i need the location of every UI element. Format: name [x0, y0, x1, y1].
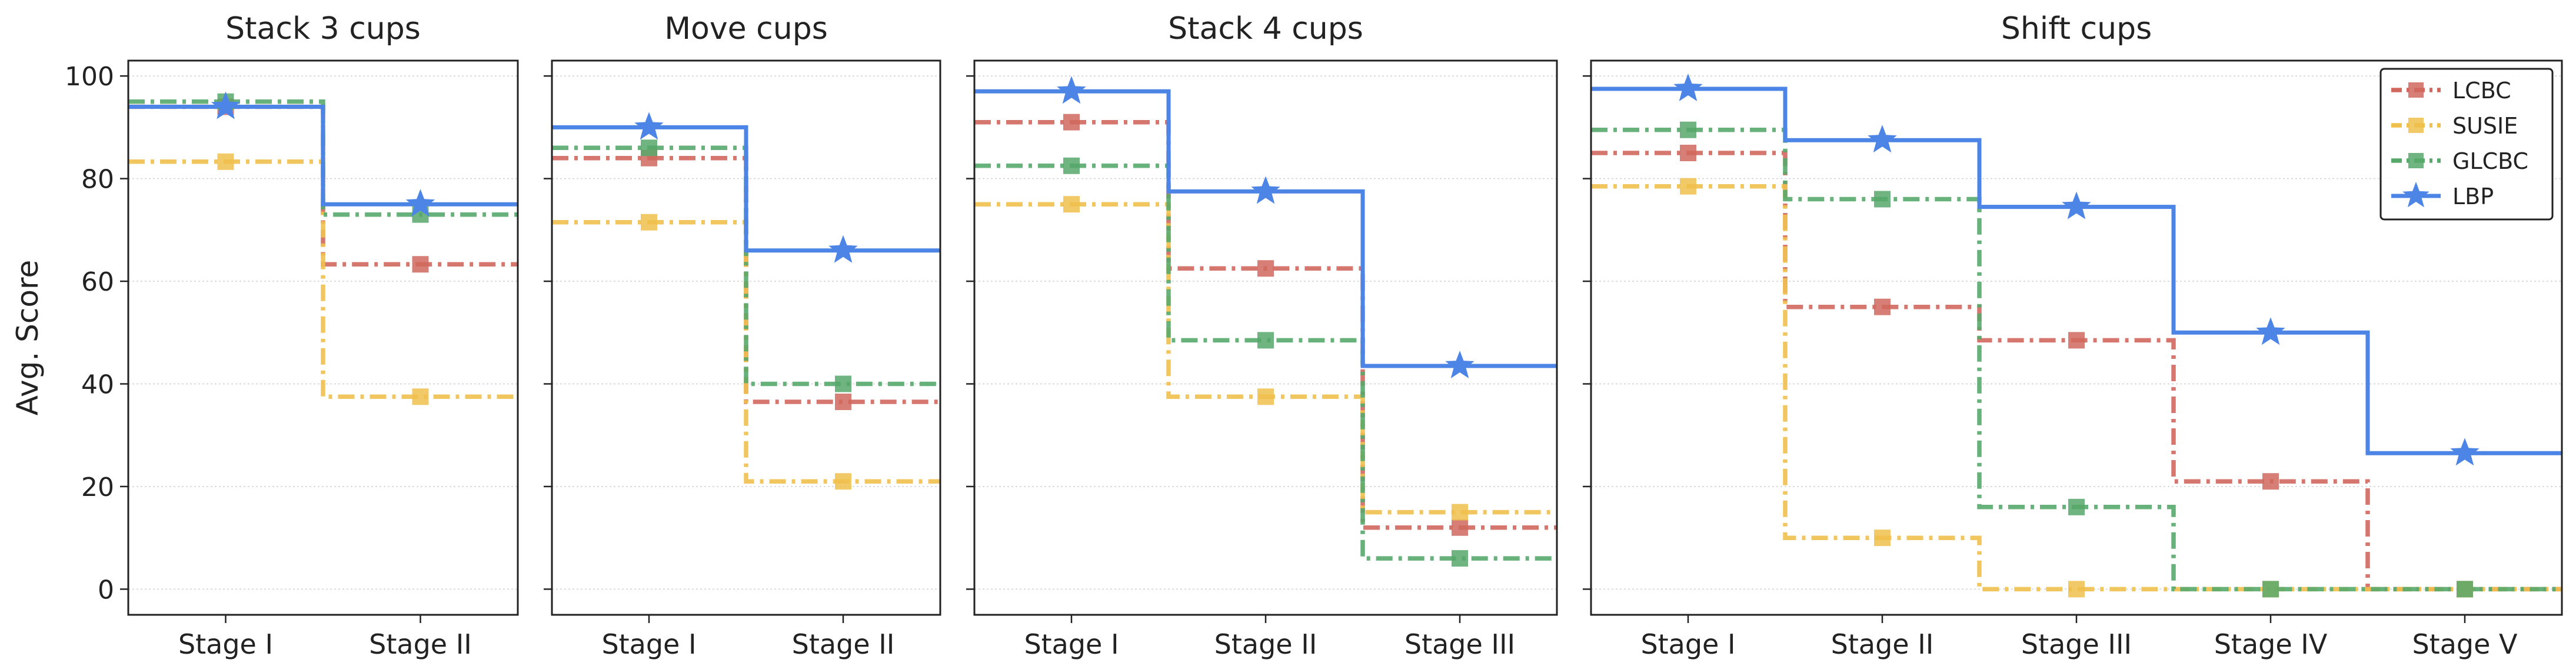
- data-point-lbp: [1251, 176, 1280, 204]
- y-tick-label: 60: [81, 267, 114, 297]
- data-point-lcbc: [1874, 298, 1891, 315]
- data-point-susie: [1452, 504, 1468, 521]
- data-point-susie: [1874, 530, 1891, 547]
- marker-group: [211, 91, 435, 405]
- series-line-susie: [974, 202, 1557, 515]
- data-point-glcbc: [2068, 498, 2085, 515]
- series-line-lbp: [552, 125, 940, 253]
- series-group: [552, 125, 940, 484]
- data-point-susie: [1680, 178, 1696, 195]
- x-tick-label: Stage IV: [2214, 628, 2328, 660]
- data-point-lcbc: [1063, 114, 1080, 131]
- data-point-lbp: [828, 235, 858, 263]
- legend-square-icon: [2408, 153, 2424, 168]
- legend-star-icon: [2402, 182, 2429, 208]
- data-point-lcbc: [2068, 332, 2085, 349]
- x-tick-label: Stage I: [1640, 628, 1735, 660]
- x-tick-label: Stage II: [792, 628, 895, 660]
- legend-label-lbp: LBP: [2452, 184, 2494, 209]
- x-tick-label: Stage V: [2412, 628, 2518, 660]
- panel-title: Move cups: [664, 11, 828, 46]
- marker-group: [634, 112, 858, 490]
- y-axis-label: Avg. Score: [11, 260, 45, 415]
- panel-2: Stage I Stage II Move cups: [544, 11, 941, 660]
- axes-frame: [127, 59, 519, 616]
- marker-group: [1673, 74, 2480, 598]
- data-point-glcbc: [2262, 581, 2279, 598]
- data-point-susie: [412, 388, 429, 405]
- x-tick-label: Stage II: [1831, 628, 1934, 660]
- x-tick-label: Stage I: [601, 628, 696, 660]
- data-point-glcbc: [1874, 191, 1891, 208]
- data-point-glcbc: [1063, 157, 1080, 174]
- series-group: [974, 89, 1557, 561]
- series-line-susie: [552, 220, 940, 484]
- data-point-glcbc: [1680, 121, 1696, 138]
- panel-4: Stage I Stage II Stage III Stage IV Stage V S…: [1583, 11, 2563, 660]
- legend-label-lcbc: LCBC: [2452, 78, 2511, 104]
- y-tick-label: 80: [81, 165, 114, 195]
- panel-title: Shift cups: [2001, 11, 2152, 46]
- data-point-susie: [641, 214, 657, 231]
- data-point-lcbc: [2262, 473, 2279, 490]
- axes-frame: [551, 59, 941, 616]
- series-line-lbp: [974, 89, 1557, 368]
- panel-title: Stack 4 cups: [1168, 11, 1363, 46]
- data-point-lcbc: [1452, 519, 1468, 536]
- legend: LCBC SUSIE GLCBC LBP: [2379, 68, 2554, 221]
- x-tick-label: Stage I: [178, 628, 273, 660]
- legend-label-susie: SUSIE: [2452, 113, 2518, 139]
- data-point-glcbc: [2457, 581, 2473, 598]
- data-point-glcbc: [641, 139, 657, 156]
- legend-square-icon: [2408, 82, 2424, 98]
- data-point-lbp: [211, 91, 241, 119]
- x-tick-label: Stage III: [2021, 628, 2132, 660]
- y-tick-label: 20: [81, 472, 114, 502]
- data-point-lbp: [1445, 351, 1475, 378]
- data-point-lbp: [405, 189, 435, 217]
- data-point-susie: [217, 153, 234, 170]
- data-point-susie: [835, 473, 851, 490]
- legend-square-icon: [2408, 118, 2424, 133]
- data-point-lbp: [2256, 317, 2285, 345]
- data-point-lbp: [634, 112, 664, 140]
- series-line-glcbc: [1591, 128, 2562, 592]
- data-point-glcbc: [1452, 550, 1468, 567]
- data-point-lcbc: [1680, 145, 1696, 161]
- legend-label-glcbc: GLCBC: [2452, 148, 2528, 174]
- series-line-susie: [1591, 184, 2562, 592]
- x-tick-label: Stage II: [369, 628, 472, 660]
- y-tick-label: 0: [98, 575, 114, 605]
- data-point-glcbc: [835, 375, 851, 392]
- legend-box: [2379, 68, 2554, 221]
- panel-3: Stage I Stage II Stage III Stack 4 cups: [966, 11, 1558, 660]
- data-point-lbp: [1673, 74, 1703, 101]
- y-tick-label: 40: [81, 370, 114, 400]
- series-line-lbp: [128, 105, 518, 207]
- data-point-lbp: [2450, 438, 2480, 466]
- data-point-susie: [2068, 581, 2085, 598]
- data-point-lbp: [1868, 125, 1897, 153]
- panel-1: 0 20 40 60 80 100 Stage I Stage II Stack 3 cups: [65, 11, 519, 660]
- x-tick-label: Stage III: [1405, 628, 1515, 660]
- marker-group: [1057, 76, 1475, 567]
- series-group: [128, 99, 518, 399]
- data-point-lcbc: [835, 394, 851, 411]
- data-point-lcbc: [412, 256, 429, 273]
- x-tick-label: Stage II: [1214, 628, 1317, 660]
- data-point-lbp: [2062, 191, 2091, 219]
- series-line-glcbc: [974, 164, 1557, 561]
- panel-title: Stack 3 cups: [225, 11, 421, 46]
- data-point-glcbc: [1257, 332, 1274, 349]
- data-point-susie: [1257, 388, 1274, 405]
- y-tick-label: 100: [65, 62, 114, 92]
- data-point-susie: [1063, 196, 1080, 213]
- data-point-lbp: [1057, 76, 1086, 104]
- data-point-lcbc: [1257, 260, 1274, 277]
- x-tick-label: Stage I: [1024, 628, 1119, 660]
